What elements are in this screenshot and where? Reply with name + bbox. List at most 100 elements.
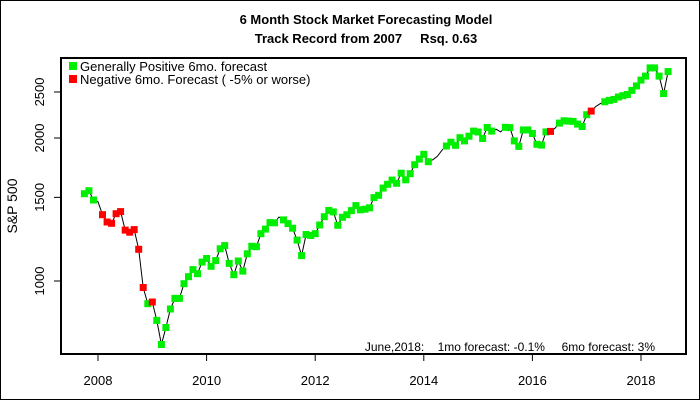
y-tick-label: 2000 (32, 124, 47, 153)
positive-forecast-marker (175, 294, 183, 302)
positive-forecast-marker (574, 120, 582, 128)
positive-forecast-marker (479, 135, 487, 142)
positive-forecast-marker (447, 138, 455, 146)
positive-forecast-marker (311, 230, 319, 238)
positive-forecast-marker (384, 180, 392, 188)
positive-forecast-marker (474, 128, 482, 136)
positive-forecast-marker (664, 68, 672, 76)
positive-forecast-marker (221, 242, 229, 250)
positive-forecast-marker (252, 243, 260, 251)
positive-forecast-marker (257, 230, 265, 238)
positive-forecast-marker (578, 123, 586, 130)
positive-forecast-marker (420, 150, 428, 158)
positive-forecast-marker (230, 271, 238, 279)
positive-forecast-marker (569, 117, 577, 125)
chart-title: 6 Month Stock Market Forecasting Model (240, 12, 493, 27)
y-tick-label: 2500 (32, 78, 47, 107)
positive-forecast-marker (538, 141, 545, 149)
positive-forecast-marker (261, 225, 269, 233)
x-tick-label: 2012 (301, 373, 330, 388)
negative-forecast-marker (547, 127, 554, 135)
legend-swatch-positive (69, 62, 77, 70)
positive-forecast-marker (207, 262, 215, 270)
positive-forecast-marker (80, 190, 88, 198)
positive-forecast-marker (633, 82, 640, 90)
positive-forecast-marker (379, 184, 387, 192)
positive-forecast-marker (565, 117, 573, 125)
negative-forecast-marker (135, 245, 143, 253)
positive-forecast-marker (583, 111, 591, 119)
positive-forecast-marker (646, 64, 654, 72)
positive-forecast-marker (605, 96, 613, 104)
positive-forecast-marker (393, 179, 401, 187)
positive-forecast-marker (144, 300, 152, 308)
negative-forecast-marker (103, 218, 111, 226)
positive-forecast-marker (533, 140, 541, 148)
positive-forecast-marker (424, 158, 432, 166)
negative-forecast-marker (121, 226, 129, 234)
positive-forecast-marker (343, 211, 351, 219)
positive-forecast-marker (225, 259, 233, 267)
positive-forecast-marker (352, 202, 360, 210)
positive-forecast-marker (329, 208, 337, 216)
positive-forecast-marker (203, 255, 211, 262)
positive-forecast-marker (556, 119, 563, 127)
positive-forecast-marker (619, 92, 627, 100)
positive-forecast-marker (501, 123, 509, 131)
y-tick-label: 1000 (32, 267, 47, 296)
positive-forecast-marker (637, 76, 645, 84)
positive-forecast-marker (280, 216, 287, 224)
positive-forecast-marker (375, 191, 383, 199)
positive-forecast-marker (334, 221, 342, 229)
x-tick-label: 2018 (627, 373, 656, 388)
positive-forecast-marker (461, 137, 468, 145)
positive-forecast-marker (216, 245, 224, 253)
positive-forecast-marker (166, 305, 174, 313)
positive-forecast-marker (162, 324, 170, 331)
legend-swatch-negative (69, 75, 77, 83)
positive-forecast-marker (180, 280, 188, 288)
positive-forecast-marker (415, 155, 423, 163)
positive-forecast-marker (366, 204, 373, 212)
positive-forecast-marker (153, 316, 161, 324)
positive-forecast-marker (660, 90, 668, 98)
positive-forecast-marker (212, 257, 220, 265)
positive-forecast-marker (465, 132, 473, 140)
plot-area (60, 57, 687, 355)
positive-forecast-marker (293, 236, 301, 244)
positive-forecast-marker (338, 213, 346, 221)
positive-forecast-marker (239, 267, 247, 275)
positive-forecast-marker (194, 270, 201, 278)
positive-forecast-marker (320, 213, 328, 221)
positive-forecast-marker (456, 134, 464, 142)
positive-forecast-marker (524, 126, 532, 134)
positive-forecast-marker (601, 98, 609, 106)
positive-forecast-marker (470, 127, 478, 135)
positive-forecast-marker (642, 72, 649, 80)
positive-forecast-marker (452, 141, 459, 149)
positive-forecast-marker (651, 64, 659, 72)
positive-forecast-marker (655, 72, 663, 80)
positive-forecast-marker (85, 187, 93, 195)
positive-forecast-marker (157, 341, 165, 348)
positive-forecast-marker (610, 95, 618, 103)
y-axis-label: S&P 500 (4, 178, 20, 233)
negative-forecast-marker (148, 298, 156, 306)
positive-forecast-marker (234, 257, 242, 265)
positive-forecast-marker (307, 232, 315, 239)
positive-forecast-marker (510, 137, 518, 145)
positive-forecast-marker (411, 161, 419, 169)
positive-forecast-marker (302, 231, 310, 238)
chart-subtitle: Track Record from 2007 Rsq. 0.63 (255, 31, 478, 46)
positive-forecast-marker (171, 294, 179, 302)
x-tick-label: 2014 (409, 373, 438, 388)
negative-forecast-marker (108, 219, 116, 227)
positive-forecast-marker (397, 169, 405, 177)
negative-forecast-marker (587, 107, 595, 115)
positive-forecast-marker (402, 176, 410, 184)
positive-forecast-marker (266, 219, 274, 227)
positive-forecast-marker (185, 273, 192, 281)
positive-forecast-marker (198, 258, 206, 266)
positive-forecast-marker (298, 252, 306, 260)
